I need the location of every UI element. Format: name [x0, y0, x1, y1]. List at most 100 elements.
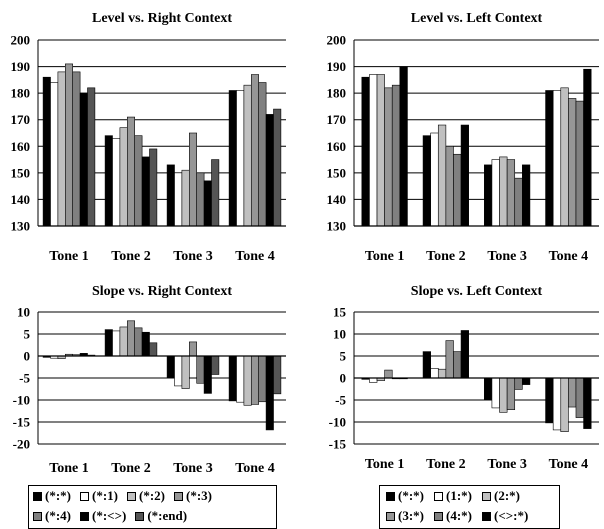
legend-item: (4:*) [434, 508, 472, 524]
bar-slope-left [583, 377, 592, 429]
bar-level-right [79, 92, 88, 227]
category-label-slope-left: Tone 4 [549, 457, 589, 472]
bar-level-right [181, 169, 190, 227]
bar-level-left [568, 98, 577, 227]
legend-right-context: (*:*) (*:1) (*:2) (*:3) (*:4) (*:<>) (*:end) [28, 485, 277, 529]
y-tick-label-level-left: 180 [327, 86, 347, 101]
y-tick-label-level-right: 150 [11, 165, 31, 180]
category-label-level-right: Tone 4 [235, 249, 275, 264]
legend-swatch [33, 491, 42, 501]
bar-slope-left [453, 351, 462, 379]
legend-swatch [434, 491, 443, 501]
category-label-slope-right: Tone 3 [173, 461, 213, 476]
bar-level-left [422, 135, 431, 227]
y-tick-label-slope-right: 5 [24, 327, 31, 342]
bar-slope-right [243, 355, 252, 406]
bar-slope-right [181, 355, 190, 389]
y-tick-label-slope-left: -5 [335, 393, 346, 408]
bar-level-right [42, 76, 51, 227]
bar-slope-left [384, 369, 393, 379]
legend-item: (*:2) [127, 488, 165, 504]
legend-swatch [482, 491, 491, 501]
legend-label: (*:4) [45, 508, 71, 523]
bar-level-left [445, 145, 454, 227]
bar-level-left [460, 124, 469, 227]
legend-item: (3:*) [386, 508, 424, 524]
bar-level-left [384, 87, 393, 227]
category-label-slope-right: Tone 2 [111, 461, 151, 476]
bar-level-right [258, 82, 267, 227]
legend-swatch [33, 511, 42, 521]
bar-slope-left [369, 377, 378, 383]
legend-label: (4:*) [446, 508, 472, 523]
legend-swatch [80, 511, 89, 521]
legend-label: (*:*) [45, 488, 71, 503]
legend-item: (*:1) [80, 488, 118, 504]
bar-level-left [583, 68, 592, 227]
bar-level-right [265, 114, 274, 227]
y-tick-label-slope-right: 10 [17, 305, 30, 320]
legend-row: (*:*) (*:1) (*:2) (*:3) [29, 486, 276, 506]
legend-row: (*:*) (1:*) (2:*) [380, 486, 559, 506]
category-label-level-left: Tone 4 [549, 249, 589, 264]
legend-item: (*:end) [135, 508, 187, 524]
category-label-level-left: Tone 2 [426, 249, 466, 264]
bar-slope-right [189, 341, 198, 357]
bar-slope-left [545, 377, 554, 424]
bar-level-left [391, 84, 401, 227]
bar-slope-right [112, 330, 121, 357]
bar-slope-right [149, 342, 158, 357]
legend-label: (2:*) [494, 488, 520, 503]
bar-level-right [273, 108, 282, 227]
bar-slope-left [484, 377, 493, 401]
bar-level-left [369, 74, 378, 227]
bar-level-left [560, 87, 569, 227]
legend-swatch [127, 491, 136, 501]
legend-label: (3:*) [398, 508, 424, 523]
legend-swatch [80, 491, 89, 501]
category-label-level-right: Tone 1 [49, 249, 89, 264]
bar-slope-right [166, 355, 175, 379]
y-tick-label-slope-left: 0 [340, 371, 347, 386]
y-tick-label-level-right: 190 [11, 59, 31, 74]
bar-level-left [491, 159, 500, 227]
bar-slope-right [104, 329, 113, 357]
legend-item: (*:*) [386, 488, 424, 504]
legend-label: (*:3) [186, 488, 212, 503]
bar-slope-left [522, 377, 531, 385]
bar-level-right [228, 90, 237, 227]
chart-title-slope-right: Slope vs. Right Context [92, 284, 232, 299]
bar-level-left [376, 74, 385, 227]
legend-item: (1:*) [434, 488, 472, 504]
legend-row: (3:*) (4:*) (<>:*) [380, 506, 559, 526]
bar-slope-right [127, 320, 136, 357]
bar-level-right [50, 82, 59, 227]
bar-level-right [57, 71, 66, 227]
bar-slope-left [460, 330, 469, 379]
bar-level-left [522, 164, 531, 227]
y-tick-label-level-right: 180 [11, 86, 31, 101]
bar-slope-right [134, 327, 143, 357]
bar-level-left [506, 159, 516, 227]
bar-level-right [65, 63, 74, 227]
bar-slope-left [422, 351, 431, 379]
bar-level-right [119, 127, 128, 227]
legend-swatch [386, 491, 395, 501]
y-tick-label-slope-right: -20 [13, 437, 30, 452]
bar-level-right [251, 74, 260, 227]
legend-item: (<>:*) [482, 508, 528, 524]
bar-level-right [141, 156, 150, 227]
category-label-slope-right: Tone 1 [49, 461, 89, 476]
bar-slope-right [228, 355, 237, 402]
bar-level-left [430, 132, 439, 227]
y-tick-label-level-right: 130 [11, 219, 31, 234]
category-label-slope-left: Tone 2 [426, 457, 466, 472]
y-tick-label-level-left: 190 [327, 59, 347, 74]
legend-label: (*:*) [398, 488, 424, 503]
bar-slope-right [203, 355, 212, 394]
bar-level-right [127, 116, 136, 227]
bar-slope-right [236, 355, 245, 403]
chart-title-level-right: Level vs. Right Context [92, 11, 232, 26]
y-tick-label-level-left: 170 [327, 112, 347, 127]
bar-slope-right [196, 355, 205, 384]
